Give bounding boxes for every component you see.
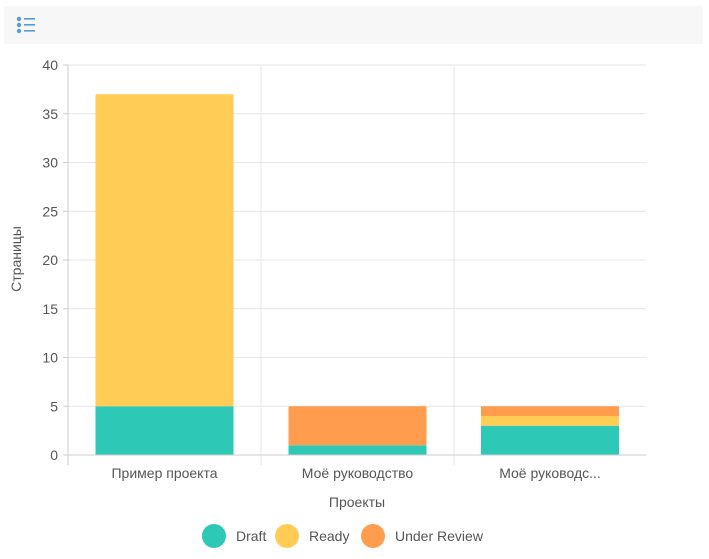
list-legend-icon[interactable] — [15, 16, 37, 38]
y-tick-label: 40 — [42, 57, 58, 73]
bar-segment[interactable] — [481, 416, 619, 426]
bar-segment[interactable] — [481, 406, 619, 416]
legend-label[interactable]: Under Review — [395, 528, 484, 544]
y-tick-label: 30 — [42, 155, 58, 171]
x-tick-label: Моё руководство — [302, 465, 414, 481]
y-tick-label: 0 — [50, 447, 58, 463]
bar-layer — [95, 94, 619, 455]
bar-segment[interactable] — [95, 94, 234, 407]
y-tick-label: 25 — [42, 203, 58, 219]
y-tick-label: 35 — [42, 106, 58, 122]
y-tick-label: 5 — [50, 398, 58, 414]
x-tick-label: Моё руководс... — [499, 465, 601, 481]
legend-label[interactable]: Ready — [309, 528, 349, 544]
axis-layer: 0 5 10 15 20 25 30 35 40 Пример проекта Моё руково… — [42, 57, 646, 481]
y-tick-label: 20 — [42, 252, 58, 268]
x-tick-label: Пример проекта — [111, 465, 217, 481]
bar-segment[interactable] — [481, 425, 619, 455]
y-axis-title: Страницы — [8, 226, 24, 292]
legend-swatch[interactable] — [275, 524, 299, 548]
legend-swatch[interactable] — [202, 524, 226, 548]
bar-segment[interactable] — [95, 406, 234, 455]
legend-swatch[interactable] — [361, 524, 385, 548]
y-tick-label: 10 — [42, 350, 58, 366]
x-axis-title: Проекты — [329, 494, 385, 510]
legend-label[interactable]: Draft — [236, 528, 266, 544]
y-tick-label: 15 — [42, 301, 58, 317]
chart-toolbar — [4, 6, 703, 44]
bar-segment[interactable] — [288, 406, 427, 446]
legend: Draft Ready Under Review — [202, 524, 484, 548]
bar-segment[interactable] — [288, 445, 427, 455]
